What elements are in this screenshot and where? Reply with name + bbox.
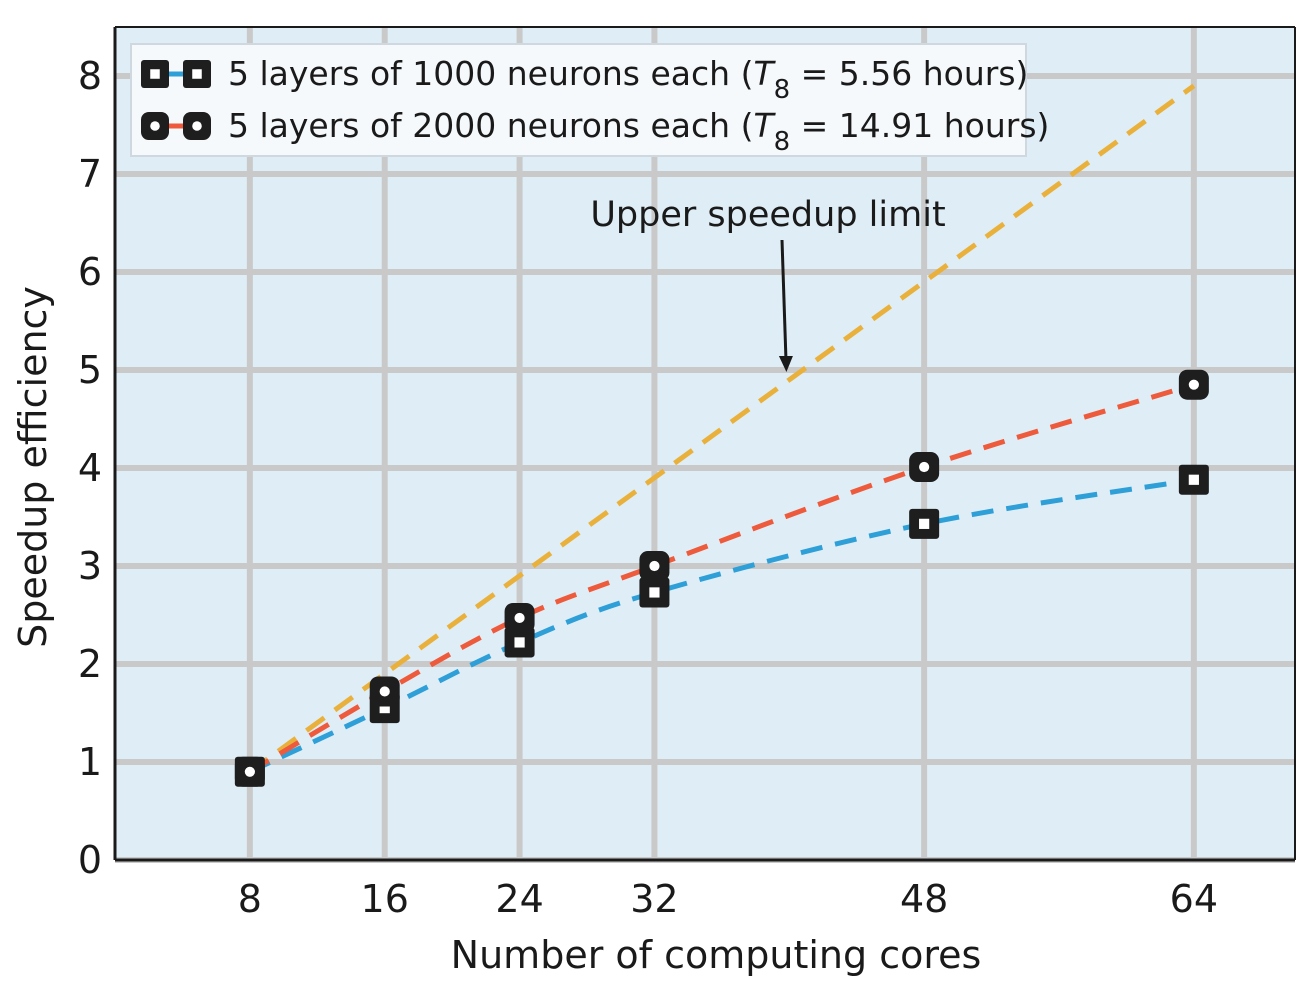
y-tick-label: 7	[78, 152, 102, 196]
legend-entry-2: 5 layers of 2000 neurons each (T8 = 14.9…	[228, 106, 1049, 157]
y-tick-label: 1	[78, 740, 102, 784]
legend-marker-1b-center	[192, 69, 202, 79]
legend-symbols	[141, 60, 211, 140]
y-tick-label: 0	[78, 838, 102, 882]
data-point-series-1-center	[649, 587, 660, 598]
upper-speedup-limit-line	[248, 83, 1196, 774]
annotation-arrow	[778, 239, 793, 372]
y-tick-label: 6	[78, 250, 102, 294]
data-point-series-2-center	[514, 612, 525, 624]
x-axis-tick-labels: 8 16 24 32 48 64	[238, 877, 1218, 921]
legend-marker-1a-center	[150, 69, 160, 79]
x-tick-label: 32	[630, 877, 678, 921]
x-tick-label: 8	[238, 877, 262, 921]
x-tick-label: 48	[900, 877, 948, 921]
legend-entry-1: 5 layers of 1000 neurons each (T8 = 5.56…	[228, 54, 1028, 105]
data-point-series-1-center	[379, 703, 390, 714]
series-markers	[234, 369, 1209, 787]
legend-box	[130, 43, 1027, 157]
legend-marker-2b-center	[192, 121, 202, 131]
data-point-series-2-center	[379, 686, 390, 697]
annotation: Upper speedup limit	[590, 195, 946, 372]
y-tick-label: 2	[78, 642, 102, 686]
data-point-series-1-center	[1188, 474, 1199, 485]
data-point-series-2-center	[649, 560, 660, 572]
y-tick-label: 8	[78, 54, 102, 98]
legend-marker-2a-center	[150, 121, 160, 131]
annotation-label: Upper speedup limit	[590, 195, 945, 235]
x-axis-title: Number of computing cores	[451, 933, 982, 977]
legend: 5 layers of 1000 neurons each (T8 = 5.56…	[130, 43, 1049, 157]
data-point-series-1-center	[514, 637, 525, 648]
y-tick-label: 5	[78, 348, 102, 392]
x-tick-label: 64	[1170, 877, 1218, 921]
y-axis-tick-labels: 0 1 2 3 4 5 6 7 8	[78, 54, 102, 882]
y-tick-label: 4	[78, 446, 102, 490]
x-tick-label: 24	[495, 877, 543, 921]
x-tick-label: 16	[361, 877, 409, 921]
data-point-series-2-center	[244, 766, 255, 777]
y-tick-label: 3	[78, 544, 102, 588]
data-point-series-1-center	[919, 518, 930, 529]
data-point-series-2-center	[1188, 379, 1199, 390]
axes	[113, 26, 1296, 862]
data-point-series-2-center	[919, 461, 930, 473]
annotation-arrow-head	[778, 356, 793, 372]
y-axis-title: Speedup efficiency	[11, 286, 55, 648]
annotation-arrow-shaft	[780, 239, 788, 359]
